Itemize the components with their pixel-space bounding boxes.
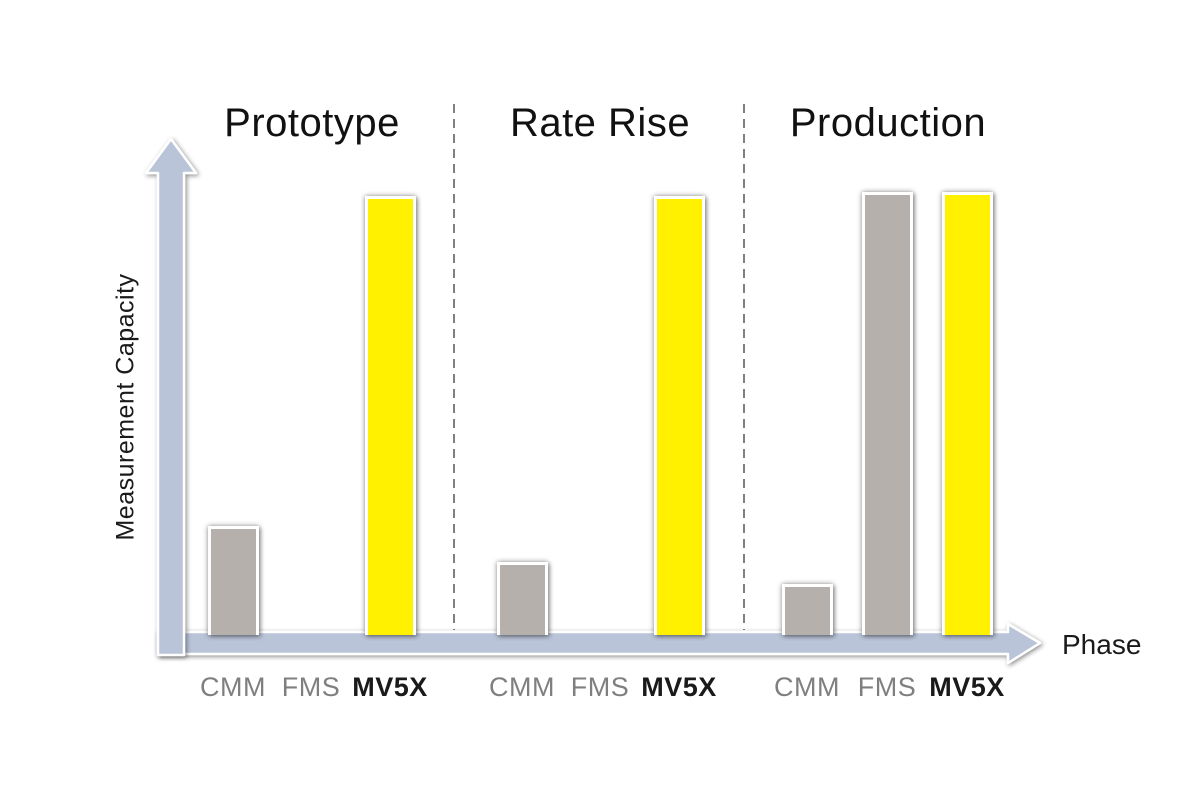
bar-rate-rise-cmm [496,562,548,635]
category-label-prototype-fms: FMS [281,672,341,702]
x-axis-label: Phase [1062,629,1142,660]
y-axis-label: Measurement Capacity [111,273,140,541]
category-label-production-fms: FMS [857,672,917,702]
bar-rate-rise-mv5x [653,196,705,635]
bar-production-fms [861,192,913,635]
y-axis-arrow [144,137,198,657]
section-title-production: Production [789,101,987,145]
section-title-prototype: Prototype [224,101,400,145]
section-title-rate-rise: Rate Rise [509,101,691,145]
category-label-production-mv5x: MV5X [929,672,1005,702]
bar-prototype-mv5x [364,196,416,635]
category-label-rate-rise-mv5x: MV5X [641,672,717,702]
category-label-rate-rise-cmm: CMM [489,672,555,702]
bar-production-mv5x [941,192,993,635]
category-label-rate-rise-fms: FMS [570,672,630,702]
category-label-production-cmm: CMM [774,672,840,702]
bar-production-cmm [781,584,833,635]
category-label-prototype-mv5x: MV5X [352,672,428,702]
bar-prototype-cmm [207,526,259,635]
category-label-prototype-cmm: CMM [200,672,266,702]
